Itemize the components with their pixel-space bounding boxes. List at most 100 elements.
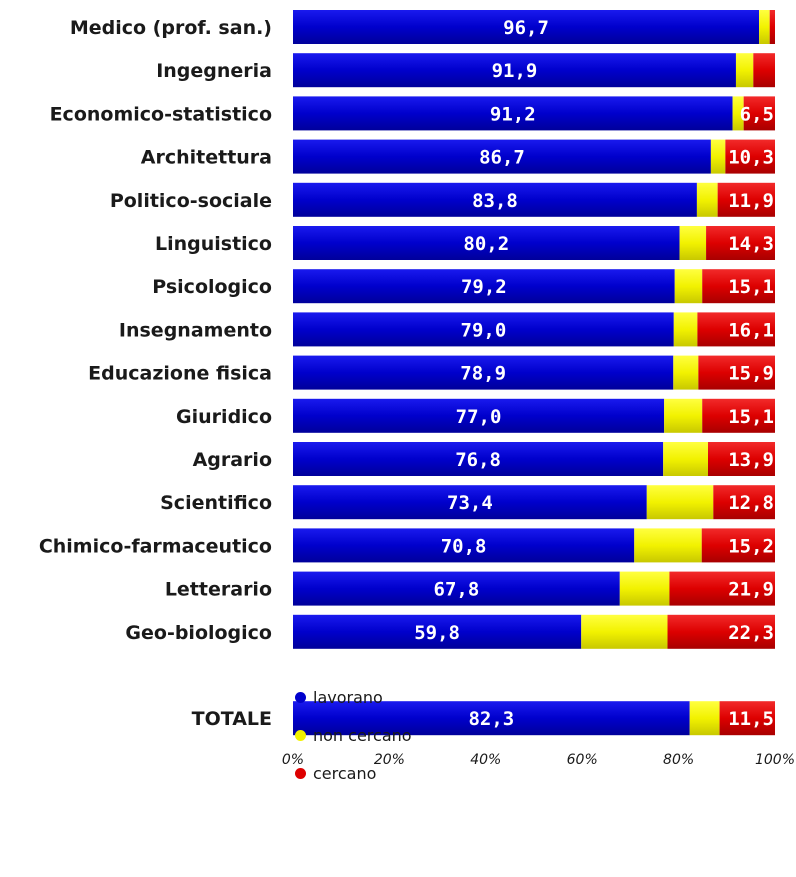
bar-segment-non-cercano <box>732 96 744 131</box>
x-tick-label: 0% <box>282 752 304 768</box>
data-label-lavorano: 70,8 <box>441 535 487 557</box>
bar-segment-cercano <box>725 139 775 174</box>
legend-item-non-cercano: non cercano <box>295 716 412 754</box>
data-label-cercano: 22,3 <box>728 622 774 644</box>
data-label-lavorano: 59,8 <box>414 622 460 644</box>
legend-swatch-lavorano-icon <box>295 691 306 703</box>
data-label-lavorano: 91,2 <box>490 103 536 125</box>
bar-segment-non-cercano <box>674 269 703 304</box>
data-label-cercano: 6,5 <box>740 103 774 125</box>
data-label-lavorano: 79,2 <box>461 276 507 298</box>
x-tick-label: 80% <box>663 752 694 768</box>
data-label-lavorano: 91,9 <box>492 60 538 82</box>
bar-segment-cercano <box>717 182 775 217</box>
bar-segment-lavorano <box>293 139 711 174</box>
legend-item-cercano: cercano <box>295 754 412 792</box>
category-label: Chimico-farmaceutico <box>39 535 272 557</box>
data-label-lavorano: 76,8 <box>455 449 501 471</box>
category-label: Giuridico <box>176 406 272 428</box>
category-label: Architettura <box>141 147 272 169</box>
legend-item-lavorano: lavorano <box>295 678 412 716</box>
bar-segment-non-cercano <box>673 355 699 390</box>
x-tick-label: 100% <box>755 752 795 768</box>
legend-swatch-cercano-icon <box>295 767 306 779</box>
bar-segment-cercano <box>669 571 775 606</box>
data-label-cercano: 12,8 <box>728 492 774 514</box>
bar-segment-lavorano <box>293 355 674 390</box>
bar-segment-cercano <box>702 269 775 304</box>
data-label-cercano: 21,9 <box>728 579 774 601</box>
bar-segment-cercano <box>753 53 775 88</box>
category-label: Medico (prof. san.) <box>70 17 272 39</box>
bar-segment-lavorano <box>293 571 620 606</box>
bar-segment-non-cercano <box>735 53 754 88</box>
bar-segment-lavorano <box>293 182 697 217</box>
legend-label: cercano <box>313 763 377 783</box>
category-label: Linguistico <box>155 233 272 255</box>
data-label-cercano: 11,9 <box>728 190 774 212</box>
bar-segment-non-cercano <box>619 571 670 606</box>
bar-segment-cercano <box>719 701 775 736</box>
bar-segment-lavorano <box>293 614 582 649</box>
bar-segment-lavorano <box>293 53 736 88</box>
bar-segment-non-cercano <box>689 701 720 736</box>
category-label: TOTALE <box>192 708 272 730</box>
data-label-cercano: 10,3 <box>728 147 774 169</box>
legend-swatch-non-cercano-icon <box>295 729 306 741</box>
data-label-lavorano: 86,7 <box>479 147 525 169</box>
bar-segment-cercano <box>713 485 775 520</box>
data-label-cercano: 11,5 <box>728 708 774 730</box>
data-label-lavorano: 79,0 <box>461 319 507 341</box>
bar-segment-cercano <box>706 226 775 260</box>
bar-segment-cercano <box>769 10 775 44</box>
bar-segment-lavorano <box>293 442 664 476</box>
category-label: Letterario <box>165 579 272 601</box>
legend: lavorano non cercano cercano <box>295 678 412 792</box>
data-label-lavorano: 83,8 <box>472 190 518 212</box>
data-label-cercano: 14,3 <box>728 233 774 255</box>
bar-segment-cercano <box>698 355 775 390</box>
bar-segment-lavorano <box>293 10 760 44</box>
bar-segment-lavorano <box>293 398 665 433</box>
data-label-cercano: 15,9 <box>728 363 774 385</box>
labels-group: Medico (prof. san.) 96,7 Ingegneria 91,9 Eco… <box>39 17 795 768</box>
category-label: Educazione fisica <box>88 363 272 385</box>
bar-segment-non-cercano <box>673 312 698 347</box>
bar-segment-non-cercano <box>581 614 668 649</box>
x-tick-label: 60% <box>567 752 598 768</box>
bar-segment-lavorano <box>293 485 647 520</box>
bar-segment-lavorano <box>293 701 690 736</box>
category-label: Psicologico <box>152 276 272 298</box>
data-label-lavorano: 73,4 <box>447 492 493 514</box>
bar-segment-cercano <box>697 312 775 347</box>
data-label-lavorano: 67,8 <box>434 579 480 601</box>
bar-segment-non-cercano <box>679 226 707 260</box>
data-label-lavorano: 82,3 <box>468 708 514 730</box>
data-label-cercano: 15,1 <box>728 406 774 428</box>
data-label-cercano: 16,1 <box>728 319 774 341</box>
data-label-lavorano: 78,9 <box>460 363 506 385</box>
bar-segment-non-cercano <box>759 10 770 44</box>
category-label: Politico-sociale <box>110 190 272 212</box>
category-label: Geo-biologico <box>125 622 272 644</box>
data-label-cercano: 15,2 <box>728 535 774 557</box>
bar-segment-lavorano <box>293 528 635 563</box>
x-tick-label: 20% <box>374 752 405 768</box>
bar-segment-cercano <box>701 528 775 563</box>
bar-segment-cercano <box>708 442 775 476</box>
bar-segment-lavorano <box>293 269 675 304</box>
legend-label: non cercano <box>313 725 412 745</box>
category-label: Agrario <box>193 449 272 471</box>
x-tick-label: 40% <box>470 752 501 768</box>
bar-segment-lavorano <box>293 312 674 347</box>
bar-segment-non-cercano <box>646 485 714 520</box>
data-label-lavorano: 96,7 <box>503 17 549 39</box>
bar-segment-non-cercano <box>710 139 726 174</box>
bars-group <box>293 10 775 736</box>
category-label: Scientifico <box>160 492 272 514</box>
category-label: Ingegneria <box>156 60 272 82</box>
bar-segment-non-cercano <box>664 398 703 433</box>
bar-segment-non-cercano <box>663 442 709 476</box>
data-label-cercano: 13,9 <box>728 449 774 471</box>
